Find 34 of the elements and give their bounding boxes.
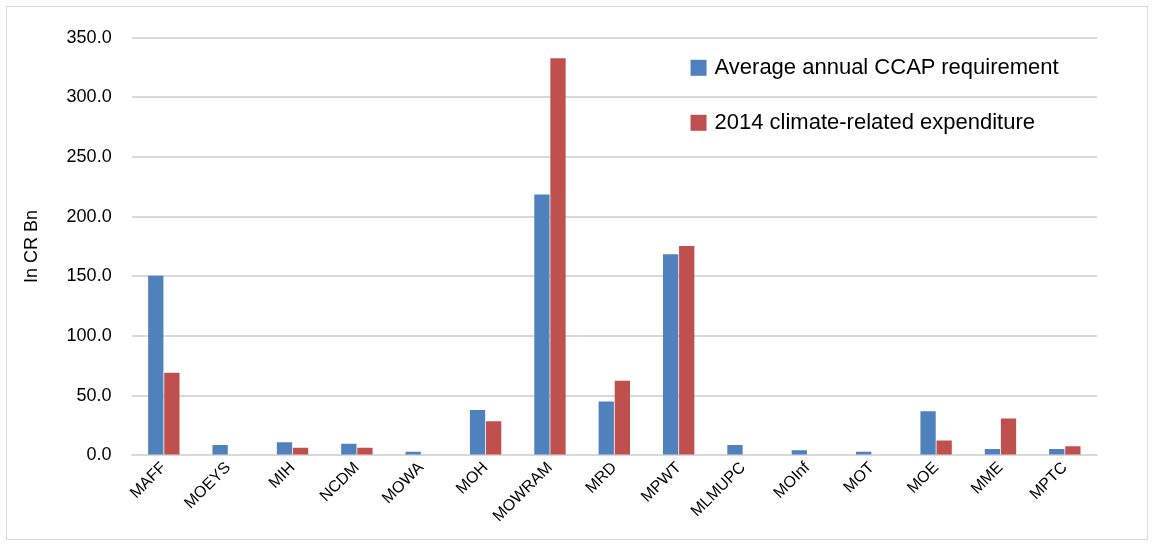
legend-label: 2014 climate-related expenditure [714,108,1035,134]
y-tick-label: 0.0 [86,444,112,465]
bar [679,245,695,455]
bar [1049,448,1065,455]
bar [1000,418,1017,455]
bar [791,450,807,455]
bar [550,58,566,455]
bar [486,421,502,455]
bar [164,372,180,455]
bar [357,447,373,455]
bar [936,440,952,455]
y-axis-title: In CR Bn [20,210,41,284]
legend-label: Average annual CCAP requirement [714,53,1059,79]
bar [984,448,1001,455]
bar [534,194,550,455]
x-tick-label: MIH [265,458,298,492]
y-tick-label: 350.0 [66,26,112,47]
bar [662,254,679,455]
y-tick-label: 100.0 [66,325,112,346]
bar [469,410,486,455]
bar [276,442,293,455]
bar [920,411,936,455]
bar [148,275,164,455]
y-tick-label: 50.0 [76,384,112,405]
y-tick-label: 150.0 [66,265,112,286]
bar [614,380,631,455]
bar [1065,446,1081,455]
y-tick-label: 300.0 [66,86,112,107]
y-tick-label: 200.0 [66,205,112,226]
bar [341,443,357,455]
bar [727,445,743,455]
bar [598,401,614,455]
y-tick-label: 250.0 [66,146,112,167]
bar [212,445,228,455]
